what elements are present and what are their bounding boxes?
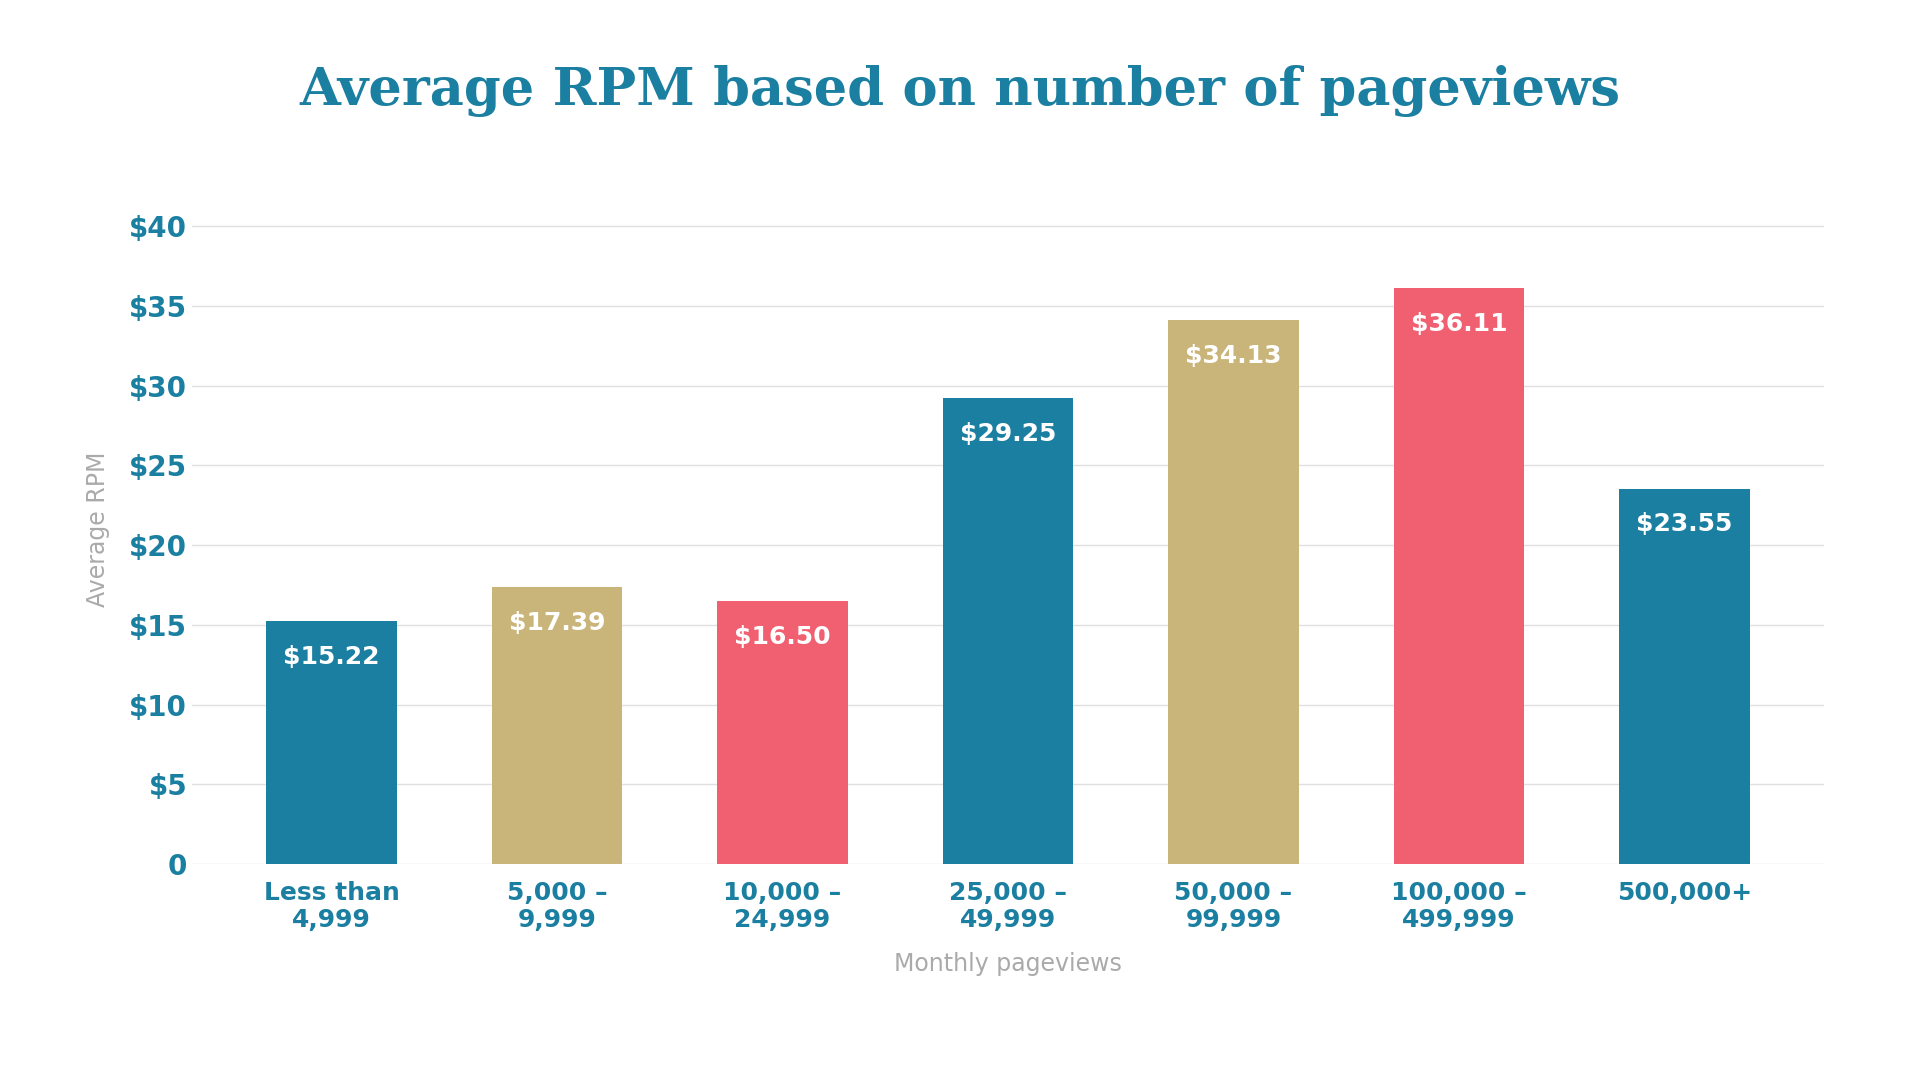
Text: $36.11: $36.11 [1411, 312, 1507, 336]
Text: $29.25: $29.25 [960, 421, 1056, 446]
Bar [1167, 320, 1298, 864]
Y-axis label: Average RPM: Average RPM [86, 451, 109, 607]
Bar [267, 621, 397, 864]
Text: $23.55: $23.55 [1636, 513, 1732, 537]
Text: $17.39: $17.39 [509, 610, 605, 635]
Text: $34.13: $34.13 [1185, 343, 1283, 368]
Text: $15.22: $15.22 [284, 645, 380, 670]
X-axis label: Monthly pageviews: Monthly pageviews [895, 951, 1121, 976]
Bar [1394, 288, 1524, 864]
Bar [718, 600, 849, 864]
Text: Average RPM based on number of pageviews: Average RPM based on number of pageviews [300, 65, 1620, 117]
Bar [943, 397, 1073, 864]
Bar [492, 586, 622, 864]
Bar [1619, 488, 1749, 864]
Text: $16.50: $16.50 [733, 625, 831, 649]
